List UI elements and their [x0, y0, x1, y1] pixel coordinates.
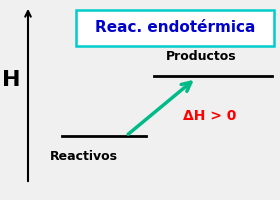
- Text: H: H: [2, 70, 20, 90]
- Text: Reac. endotérmica: Reac. endotérmica: [95, 21, 255, 36]
- Text: Reactivos: Reactivos: [50, 150, 118, 162]
- Text: ΔH > 0: ΔH > 0: [183, 109, 237, 123]
- Text: Productos: Productos: [166, 49, 237, 62]
- FancyBboxPatch shape: [76, 10, 274, 46]
